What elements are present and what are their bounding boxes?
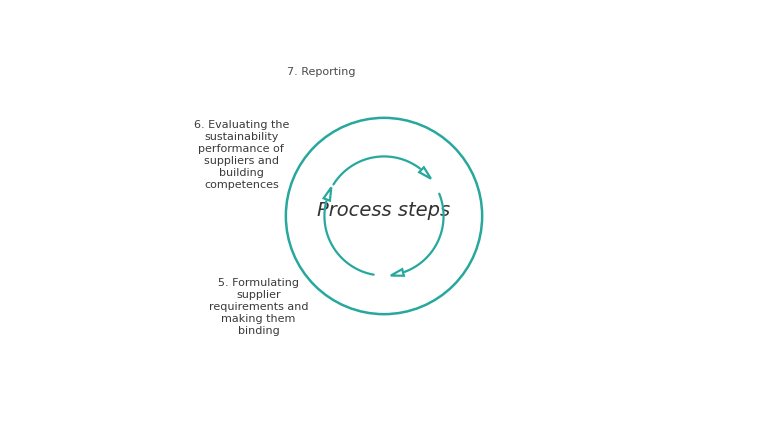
Text: Process steps: Process steps xyxy=(317,201,451,220)
Circle shape xyxy=(286,118,482,314)
Text: 2. Identifying
signficant
sustainability
impacts, assessing
risks, and
determini: 2. Identifying signficant sustainability… xyxy=(471,102,576,184)
Text: 7. Reporting: 7. Reporting xyxy=(287,67,356,77)
Text: 3. Analysing gaps
and deriving
measures: 3. Analysing gaps and deriving measures xyxy=(463,289,562,323)
Polygon shape xyxy=(419,167,431,179)
Polygon shape xyxy=(391,269,404,276)
Polygon shape xyxy=(323,187,331,201)
Text: 6. Evaluating the
sustainability
performance of
suppliers and
building
competenc: 6. Evaluating the sustainability perform… xyxy=(194,121,289,191)
Text: 4. Adapting
internal structures
and processes: 4. Adapting internal structures and proc… xyxy=(346,355,449,389)
Text: 1. Mapping the
supply chain: 1. Mapping the supply chain xyxy=(348,48,432,70)
Text: 5. Formulating
supplier
requirements and
making them
binding: 5. Formulating supplier requirements and… xyxy=(209,278,308,336)
